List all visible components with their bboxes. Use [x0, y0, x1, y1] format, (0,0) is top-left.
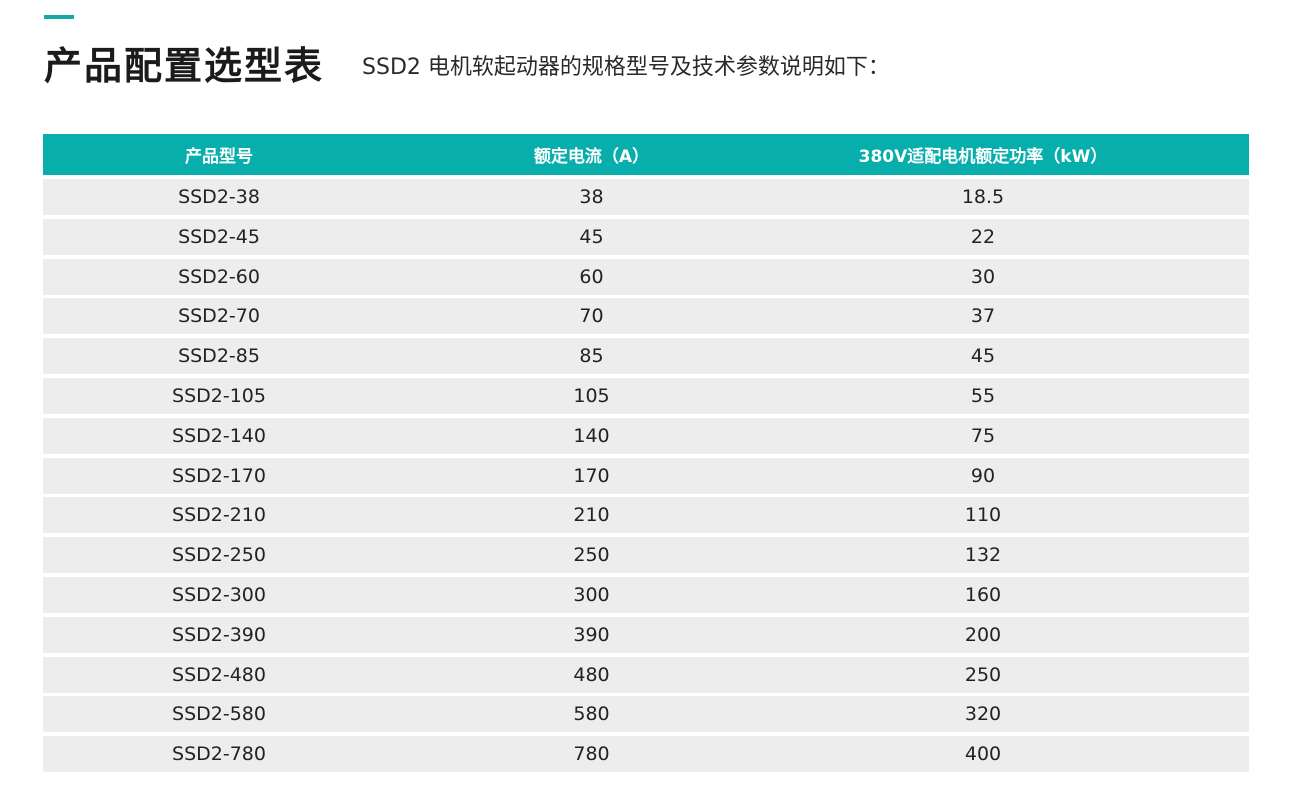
table-row: SSD2-85 85 45 [43, 338, 1249, 375]
table-header-row: 产品型号 额定电流（A） 380V适配电机额定功率（kW） [43, 134, 1249, 175]
table-row: SSD2-105 105 55 [43, 377, 1249, 414]
cell-rated-current: 38 [579, 186, 604, 208]
table-row: SSD2-780 780 400 [43, 736, 1249, 773]
table-row: SSD2-140 140 75 [43, 417, 1249, 454]
table-row: SSD2-45 45 22 [43, 218, 1249, 255]
cell-motor-power: 200 [964, 623, 1002, 646]
table-row: SSD2-170 170 90 [43, 457, 1249, 494]
cell-rated-current: 250 [573, 544, 610, 567]
cell-model: SSD2-38 [178, 186, 260, 208]
cell-rated-current: 60 [579, 265, 604, 288]
cell-rated-current: 105 [573, 384, 610, 407]
title-row: 产品配置选型表 SSD2 电机软起动器的规格型号及技术参数说明如下： [44, 38, 890, 88]
spec-table: 产品型号 额定电流（A） 380V适配电机额定功率（kW） SSD2-38 38 1… [43, 134, 1249, 776]
cell-rated-current: 480 [573, 663, 610, 686]
table-row: SSD2-300 300 160 [43, 576, 1249, 613]
cell-motor-power: 250 [964, 663, 1002, 686]
cell-model: SSD2-480 [172, 663, 266, 686]
table-row: SSD2-580 580 320 [43, 696, 1249, 733]
cell-motor-power: 320 [964, 703, 1002, 726]
table-row: SSD2-390 390 200 [43, 616, 1249, 653]
cell-rated-current: 300 [573, 583, 610, 606]
cell-model: SSD2-580 [172, 703, 266, 726]
cell-model: SSD2-140 [172, 424, 266, 447]
table-row: SSD2-210 210 110 [43, 497, 1249, 534]
cell-rated-current: 780 [573, 743, 610, 766]
cell-motor-power: 132 [964, 544, 1002, 567]
cell-motor-power: 400 [964, 743, 1002, 766]
table-row: SSD2-60 60 30 [43, 258, 1249, 295]
cell-motor-power: 75 [970, 424, 996, 447]
cell-motor-power: 30 [970, 265, 996, 288]
cell-model: SSD2-60 [178, 265, 260, 288]
title-accent-bar [44, 15, 74, 19]
cell-model: SSD2-210 [172, 504, 266, 527]
cell-model: SSD2-780 [172, 743, 266, 766]
cell-rated-current: 140 [573, 424, 610, 447]
cell-rated-current: 70 [579, 305, 604, 328]
cell-rated-current: 45 [579, 225, 604, 248]
cell-model: SSD2-45 [178, 225, 260, 248]
cell-motor-power: 37 [970, 305, 996, 328]
cell-motor-power: 160 [964, 583, 1002, 606]
cell-motor-power: 110 [964, 504, 1002, 527]
cell-model: SSD2-70 [178, 305, 260, 328]
cell-model: SSD2-390 [172, 623, 266, 646]
cell-motor-power: 55 [970, 384, 996, 407]
table-body: SSD2-38 38 18.5 SSD2-45 45 22 SSD2-60 60 30 SSD2-… [43, 179, 1249, 773]
table-row: SSD2-70 70 37 [43, 298, 1249, 335]
column-header-rated-current: 额定电流（A） [533, 147, 650, 167]
cell-rated-current: 85 [579, 345, 604, 368]
cell-model: SSD2-250 [172, 544, 266, 567]
table-row: SSD2-38 38 18.5 [43, 179, 1249, 215]
cell-motor-power: 22 [970, 225, 996, 248]
cell-model: SSD2-105 [172, 384, 266, 407]
cell-rated-current: 580 [573, 703, 610, 726]
cell-rated-current: 390 [573, 623, 610, 646]
cell-model: SSD2-300 [172, 583, 266, 606]
column-header-motor-power: 380V适配电机额定功率（kW） [858, 147, 1108, 167]
cell-model: SSD2-85 [178, 345, 260, 368]
table-row: SSD2-480 480 250 [43, 656, 1249, 693]
table-row: SSD2-250 250 132 [43, 537, 1249, 574]
cell-motor-power: 18.5 [961, 186, 1005, 208]
page-subtitle: SSD2 电机软起动器的规格型号及技术参数说明如下： [362, 55, 890, 80]
cell-motor-power: 45 [970, 345, 996, 368]
cell-rated-current: 170 [573, 464, 610, 487]
cell-model: SSD2-170 [172, 464, 266, 487]
cell-motor-power: 90 [970, 464, 996, 487]
column-header-model: 产品型号 [185, 147, 253, 167]
page-title: 产品配置选型表 [44, 44, 325, 88]
cell-rated-current: 210 [573, 504, 610, 527]
